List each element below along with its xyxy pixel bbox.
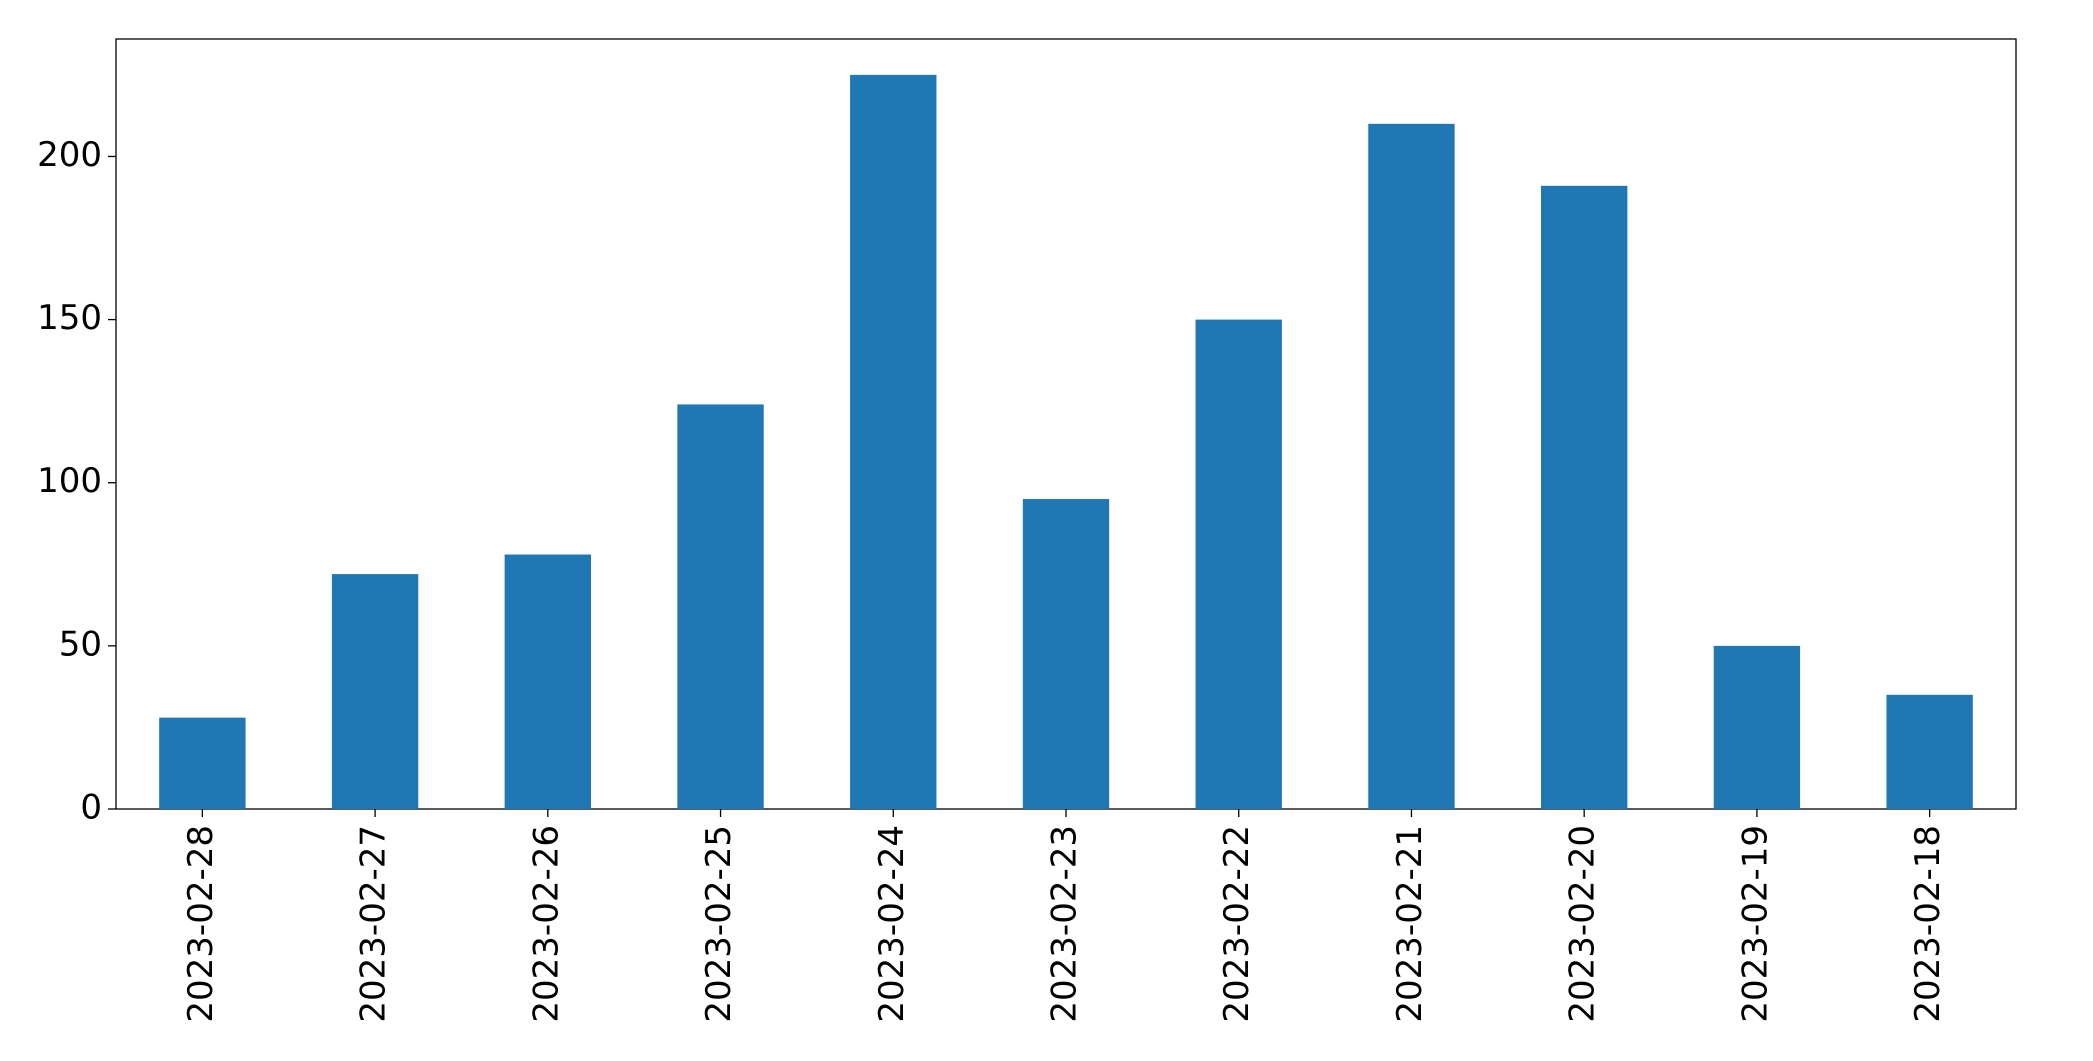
y-tick-label: 200	[37, 135, 102, 175]
y-tick-label: 0	[80, 788, 102, 828]
bar	[1195, 319, 1282, 809]
y-tick-label: 150	[37, 298, 102, 338]
bar	[331, 574, 419, 809]
bar	[677, 404, 764, 809]
x-tick-label: 2023-02-25	[699, 825, 739, 1023]
y-tick-label: 50	[59, 624, 102, 664]
x-tick-label: 2023-02-27	[354, 825, 394, 1023]
bar	[159, 717, 246, 809]
x-tick-label: 2023-02-19	[1735, 825, 1775, 1023]
bar	[1713, 645, 1801, 809]
bar	[1022, 499, 1110, 809]
x-tick-label: 2023-02-22	[1217, 825, 1257, 1023]
x-tick-label: 2023-02-26	[526, 825, 566, 1023]
x-tick-label: 2023-02-23	[1045, 825, 1085, 1023]
bar	[1541, 185, 1628, 810]
bar	[504, 554, 591, 809]
bar	[1886, 694, 1973, 809]
x-tick-label: 2023-02-28	[181, 825, 221, 1023]
x-tick-label: 2023-02-24	[872, 825, 912, 1023]
x-tick-label: 2023-02-20	[1563, 825, 1603, 1023]
bar	[850, 74, 937, 809]
x-tick-label: 2023-02-18	[1908, 825, 1948, 1023]
bar	[1368, 123, 1455, 809]
x-tick-label: 2023-02-21	[1390, 825, 1430, 1023]
y-tick-label: 100	[37, 461, 102, 501]
